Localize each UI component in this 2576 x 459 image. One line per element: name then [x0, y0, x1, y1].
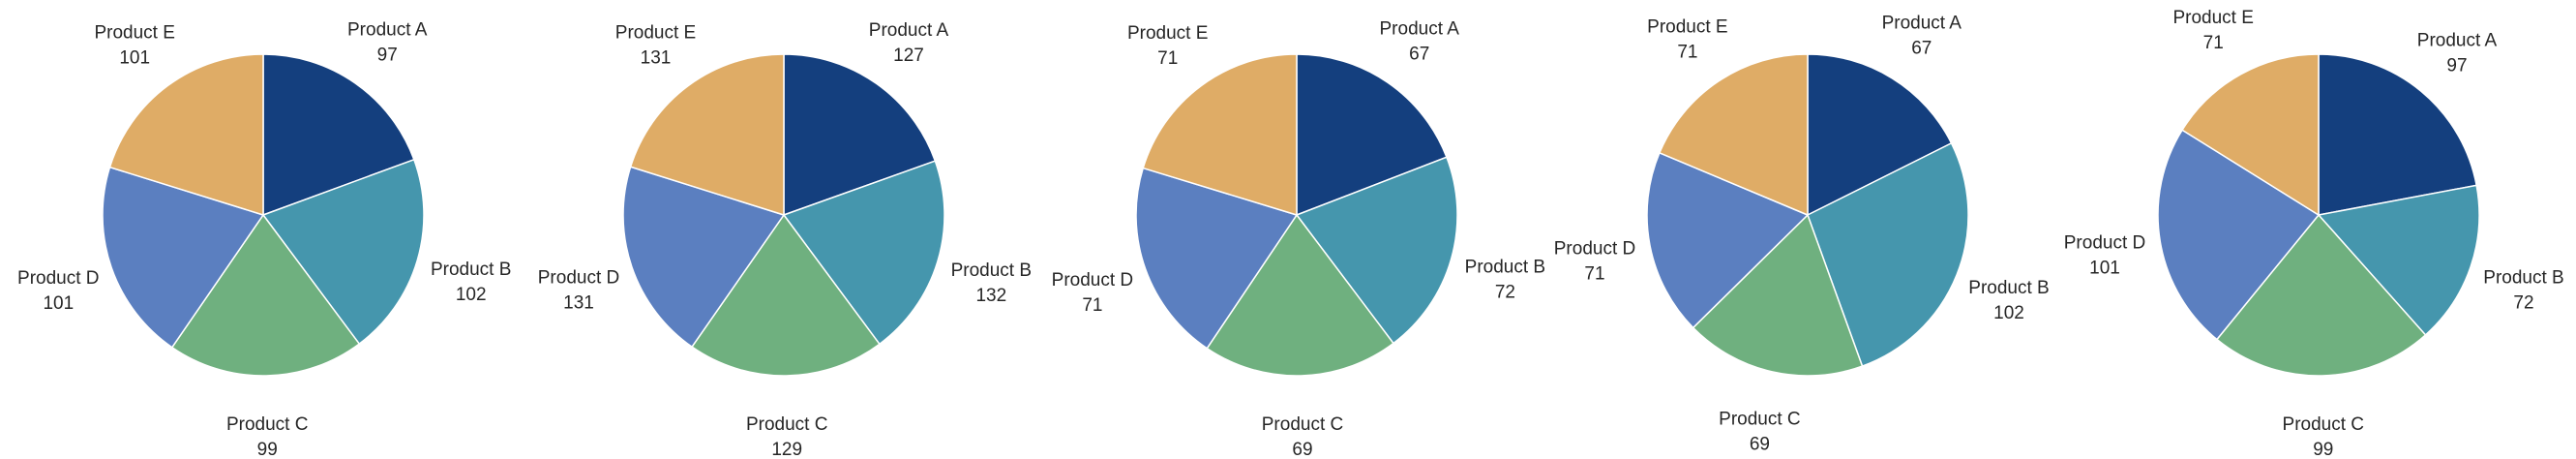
- slice-value-label: 71: [1082, 295, 1102, 316]
- slice-value-label: 101: [2089, 259, 2120, 279]
- pie-slice-product-e: [1142, 53, 1298, 217]
- pie-chart-1: Product A 97 Product B 102 Product C 99 Produc…: [17, 19, 511, 459]
- pie-slice-product-a: [2318, 53, 2478, 216]
- pie-slice-product-a: [1296, 53, 1448, 217]
- slice-value-label: 131: [641, 47, 672, 68]
- pie-slice-product-d: [2157, 129, 2321, 341]
- slice-category-label: Product B: [951, 260, 1032, 281]
- slice-category-label: Product E: [615, 22, 696, 43]
- slice-value-label: 69: [1750, 434, 1770, 454]
- slice-category-label: Product C: [1262, 414, 1343, 435]
- slice-value-label: 71: [1677, 43, 1697, 63]
- pie-slice-product-c: [690, 213, 881, 377]
- slice-category-label: Product B: [431, 260, 511, 280]
- slice-value-label: 99: [257, 440, 278, 459]
- pie-slice-product-b: [1295, 156, 1458, 345]
- slice-category-label: Product B: [2483, 267, 2563, 288]
- pie-slice-product-c: [1692, 213, 1864, 377]
- slice-category-label: Product B: [1465, 258, 1545, 278]
- slice-value-label: 97: [377, 45, 398, 65]
- pie-slice-product-a: [1807, 53, 1953, 217]
- slice-category-label: Product D: [1554, 238, 1635, 259]
- pie-slice-product-c: [2215, 213, 2427, 377]
- slice-category-label: Product E: [1127, 23, 1208, 44]
- slice-category-label: Product E: [94, 23, 174, 44]
- slice-value-label: 69: [1292, 440, 1312, 459]
- slice-value-label: 129: [771, 440, 802, 459]
- slice-value-label: 131: [563, 292, 594, 313]
- slice-category-label: Product A: [1380, 18, 1460, 39]
- slice-category-label: Product A: [2417, 31, 2498, 51]
- slice-category-label: Product D: [538, 267, 619, 288]
- slice-category-label: Product C: [226, 414, 308, 435]
- slice-category-label: Product A: [347, 19, 428, 40]
- pie-chart-5: Product A 97 Product B 72 Product C 99 Product…: [2064, 8, 2564, 459]
- pie-chart-2: Product A 127 Product B 132 Product C 129 Prod…: [538, 20, 1032, 459]
- slice-value-label: 102: [456, 285, 487, 305]
- slice-value-label: 132: [975, 286, 1006, 306]
- slice-value-label: 102: [1993, 303, 2024, 323]
- pie-slice-product-a: [262, 53, 415, 217]
- pie-slice-product-e: [108, 53, 264, 217]
- pie-slice-product-b: [782, 160, 945, 346]
- pie-slice-product-c: [170, 213, 361, 377]
- slice-value-label: 71: [2203, 33, 2224, 53]
- slice-category-label: Product D: [1052, 270, 1133, 291]
- pie-slice-product-d: [102, 166, 265, 349]
- pie-slice-product-d: [622, 166, 786, 349]
- slice-value-label: 101: [43, 293, 74, 314]
- slice-category-label: Product C: [2283, 414, 2364, 435]
- slice-value-label: 99: [2313, 440, 2333, 459]
- slice-category-label: Product C: [1719, 409, 1800, 429]
- slice-category-label: Product E: [2172, 8, 2253, 28]
- pie-slice-product-b: [261, 158, 425, 346]
- pie-slice-product-e: [1658, 53, 1809, 217]
- pie-slice-product-e: [629, 53, 785, 217]
- slice-value-label: 67: [1911, 39, 1932, 59]
- pie-slice-product-d: [1646, 151, 1810, 329]
- pie-slice-product-a: [783, 53, 937, 217]
- slice-value-label: 72: [2513, 292, 2533, 313]
- slice-category-label: Product C: [746, 414, 827, 435]
- pie-chart-3: Product A 67 Product B 72 Product C 69 Product…: [1052, 18, 1545, 459]
- pie-slice-product-b: [2317, 184, 2480, 336]
- pie-slice-product-e: [2181, 53, 2320, 217]
- slice-category-label: Product E: [1647, 17, 1727, 38]
- slice-category-label: Product A: [1882, 14, 1962, 34]
- slice-category-label: Product B: [1968, 278, 2049, 298]
- slice-category-label: Product A: [869, 20, 949, 41]
- slice-category-label: Product D: [17, 268, 99, 289]
- slice-value-label: 72: [1495, 283, 1515, 303]
- slice-value-label: 71: [1157, 48, 1178, 69]
- slice-value-label: 101: [119, 48, 150, 69]
- slice-value-label: 97: [2446, 56, 2467, 76]
- pie-chart-4: Product A 67 Product B 102 Product C 69 Produc…: [1554, 14, 2050, 455]
- pie-slice-product-c: [1206, 213, 1395, 377]
- pie-slice-product-d: [1135, 167, 1299, 350]
- slice-value-label: 127: [893, 46, 924, 66]
- pie-slice-product-b: [1807, 141, 1969, 368]
- slice-value-label: 71: [1584, 263, 1604, 284]
- slice-value-label: 67: [1409, 44, 1429, 64]
- slice-category-label: Product D: [2064, 233, 2145, 254]
